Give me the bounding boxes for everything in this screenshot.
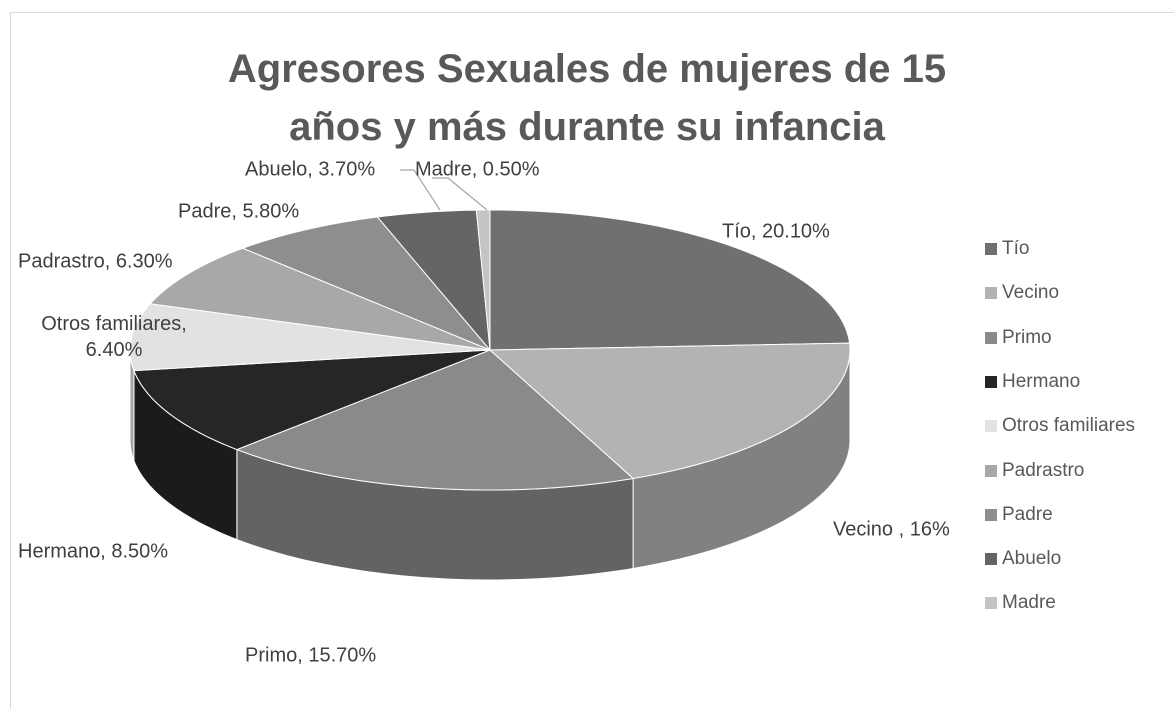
- legend-swatch: [985, 464, 997, 477]
- legend-item: Vecino: [985, 282, 1059, 304]
- legend-swatch: [985, 420, 997, 433]
- data-label: Padre, 5.80%: [178, 200, 300, 223]
- pie-slice: [376, 209, 491, 352]
- data-label: Abuelo, 3.70%: [245, 158, 376, 181]
- data-label: Padrastro, 6.30%: [18, 250, 173, 273]
- legend-item: Padre: [985, 504, 1053, 526]
- pie-slice: [475, 209, 491, 351]
- legend-label: Padrastro: [1002, 459, 1085, 481]
- legend-swatch: [985, 508, 997, 521]
- legend-label: Hermano: [1002, 370, 1081, 392]
- chart-frame: [10, 12, 1174, 709]
- legend-item: Primo: [985, 327, 1052, 349]
- data-label: Vecino , 16%: [833, 518, 950, 541]
- legend-item: Hermano: [985, 371, 1080, 393]
- leader-line: [432, 177, 488, 211]
- legend-swatch: [985, 287, 997, 300]
- legend-label: Vecino: [1002, 282, 1060, 304]
- legend-swatch: [985, 375, 997, 388]
- legend-label: Abuelo: [1002, 548, 1062, 570]
- legend-label: Tío: [1002, 238, 1030, 259]
- data-label: Otros familiares, 6.40%: [41, 313, 187, 361]
- chart-title: Agresores Sexuales de mujeres de 15 años…: [227, 47, 947, 149]
- legend-swatch: [985, 597, 997, 610]
- data-label: Madre, 0.50%: [415, 158, 540, 181]
- pie-slice: [488, 342, 851, 479]
- legend-label: Otros familiares: [1002, 415, 1136, 437]
- legend-item: Tío: [985, 238, 1029, 260]
- pie-slice: [149, 247, 491, 351]
- data-label: Hermano, 8.50%: [18, 540, 169, 563]
- legend-item: Otros familiares: [985, 415, 1135, 437]
- legend-label: Madre: [1002, 592, 1056, 614]
- pie-slice: [235, 349, 635, 491]
- leader-line: [400, 169, 441, 211]
- legend-item: Padrastro: [985, 460, 1084, 482]
- legend-item: Abuelo: [985, 548, 1061, 570]
- data-label: Tío, 20.10%: [722, 220, 830, 243]
- pie-slice: [133, 349, 491, 451]
- legend-swatch: [985, 243, 997, 255]
- legend-label: Primo: [1002, 326, 1052, 348]
- legend-item: Madre: [985, 592, 1056, 614]
- pie-slice: [129, 303, 491, 372]
- pie-slice: [241, 216, 491, 351]
- legend-label: Padre: [1002, 503, 1053, 525]
- legend-swatch: [985, 331, 997, 344]
- legend-swatch: [985, 553, 997, 566]
- data-label: Primo, 15.70%: [245, 644, 377, 667]
- pie-slice: [489, 209, 851, 351]
